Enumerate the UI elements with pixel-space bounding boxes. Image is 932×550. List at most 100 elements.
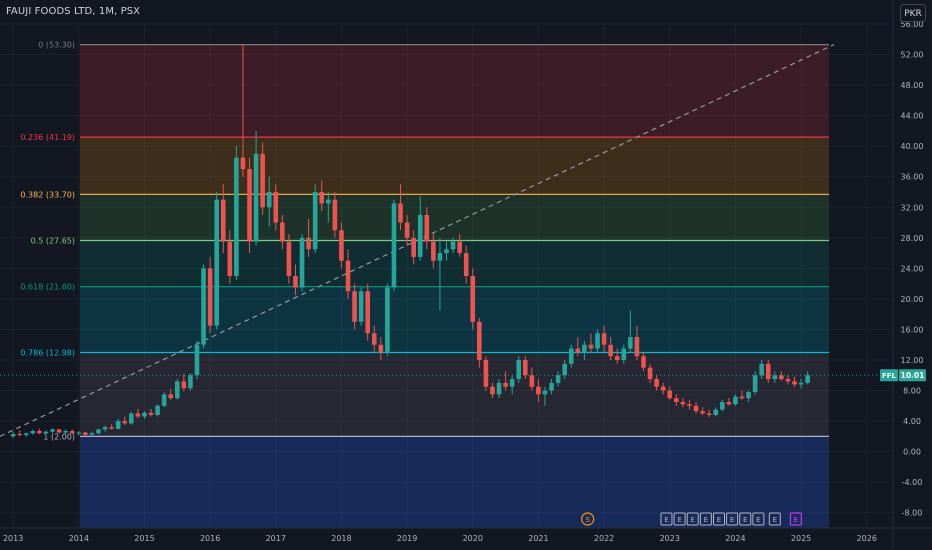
candle-body xyxy=(194,344,200,376)
candle-body xyxy=(608,344,613,357)
candle-body xyxy=(168,394,174,399)
candle xyxy=(227,230,233,284)
event-label: E xyxy=(691,516,695,524)
candle xyxy=(148,408,154,417)
candle xyxy=(575,337,581,357)
candle-body xyxy=(706,413,712,415)
candle xyxy=(726,398,732,406)
candle xyxy=(792,376,797,387)
candle-body xyxy=(332,199,338,231)
candle-body xyxy=(326,199,331,204)
candle xyxy=(490,382,495,399)
candle xyxy=(641,352,646,372)
candle-body xyxy=(234,157,239,276)
candle xyxy=(634,325,640,360)
candle-body xyxy=(398,203,403,223)
candle xyxy=(312,184,318,254)
candle-body xyxy=(792,381,797,385)
candle xyxy=(437,237,443,311)
candle xyxy=(582,340,587,360)
candle-body xyxy=(628,337,633,349)
candle-body xyxy=(431,241,436,261)
candle-body xyxy=(135,413,141,417)
candle-body xyxy=(647,367,653,380)
candle-body xyxy=(772,375,778,380)
candles xyxy=(10,44,810,438)
earnings-event-icon xyxy=(726,512,739,526)
candle-body xyxy=(312,192,318,250)
candle xyxy=(522,356,528,380)
candle-body xyxy=(463,253,469,276)
candle xyxy=(378,337,384,360)
price-tick-label: 12.00 xyxy=(901,356,924,365)
candle xyxy=(23,432,29,438)
candle xyxy=(417,195,423,261)
chart-title: FAUJI FOODS LTD, 1M, PSX xyxy=(6,6,141,17)
candle-body xyxy=(779,375,784,380)
event-label: E xyxy=(743,516,747,524)
fib-band xyxy=(80,352,829,437)
candle-body xyxy=(240,157,246,170)
candle xyxy=(549,379,554,395)
candle xyxy=(752,371,758,395)
candle-body xyxy=(680,402,686,405)
candle-body xyxy=(30,431,36,434)
candle xyxy=(339,222,344,269)
candle xyxy=(772,371,778,383)
candle-body xyxy=(765,363,771,380)
candle xyxy=(411,230,416,265)
candle xyxy=(444,241,449,261)
candle-body xyxy=(693,405,699,412)
candle xyxy=(50,427,55,434)
candle-body xyxy=(522,360,528,376)
candle xyxy=(135,408,141,419)
candle xyxy=(37,428,42,435)
candle xyxy=(306,218,311,257)
candle-body xyxy=(614,356,620,360)
candle xyxy=(536,379,541,402)
candle-body xyxy=(660,386,666,391)
candle-body xyxy=(798,382,804,385)
candle xyxy=(371,325,377,353)
candle xyxy=(247,157,252,254)
price-tick-label: 36.00 xyxy=(901,173,924,182)
candle-body xyxy=(588,344,594,349)
candle-body xyxy=(542,390,548,395)
candle-body xyxy=(266,192,272,208)
time-axis: 2013 2014 2015 2016 2017 2018 2019 2020 2021 2022… xyxy=(0,527,932,543)
fib-retracement: 0 (53.30) 0.236 (41.19) 0.382 (33.70) 0.5 (… xyxy=(20,41,829,528)
candle xyxy=(529,367,535,391)
candle xyxy=(588,333,594,353)
candle xyxy=(109,424,114,430)
candle-body xyxy=(115,421,121,429)
candle-body xyxy=(63,431,68,433)
candle xyxy=(56,428,62,434)
candle xyxy=(765,360,771,383)
fib-band xyxy=(80,44,829,138)
candle xyxy=(253,130,259,246)
fib-level-label: 0.236 (41.19) xyxy=(20,133,75,142)
candle xyxy=(601,325,607,353)
candle-body xyxy=(516,360,522,380)
candle-body xyxy=(404,222,410,238)
candle xyxy=(733,394,738,406)
candle-body xyxy=(227,241,233,276)
time-tick-label: 2017 xyxy=(266,534,286,543)
candle xyxy=(759,360,764,380)
candle-body xyxy=(319,192,325,204)
candle-body xyxy=(555,375,561,383)
time-tick-label: 2026 xyxy=(857,534,877,543)
candle xyxy=(194,340,200,380)
candle xyxy=(555,371,561,387)
currency-button[interactable]: PKR xyxy=(900,4,926,22)
candle-body xyxy=(805,375,810,383)
time-tick-label: 2019 xyxy=(397,534,417,543)
ticker-label: FFL xyxy=(882,372,897,380)
candle xyxy=(779,371,784,381)
fib-level-label: 0.5 (27.65) xyxy=(31,236,75,245)
candle-body xyxy=(214,199,219,326)
candle xyxy=(431,234,436,269)
candle-body xyxy=(490,386,495,395)
